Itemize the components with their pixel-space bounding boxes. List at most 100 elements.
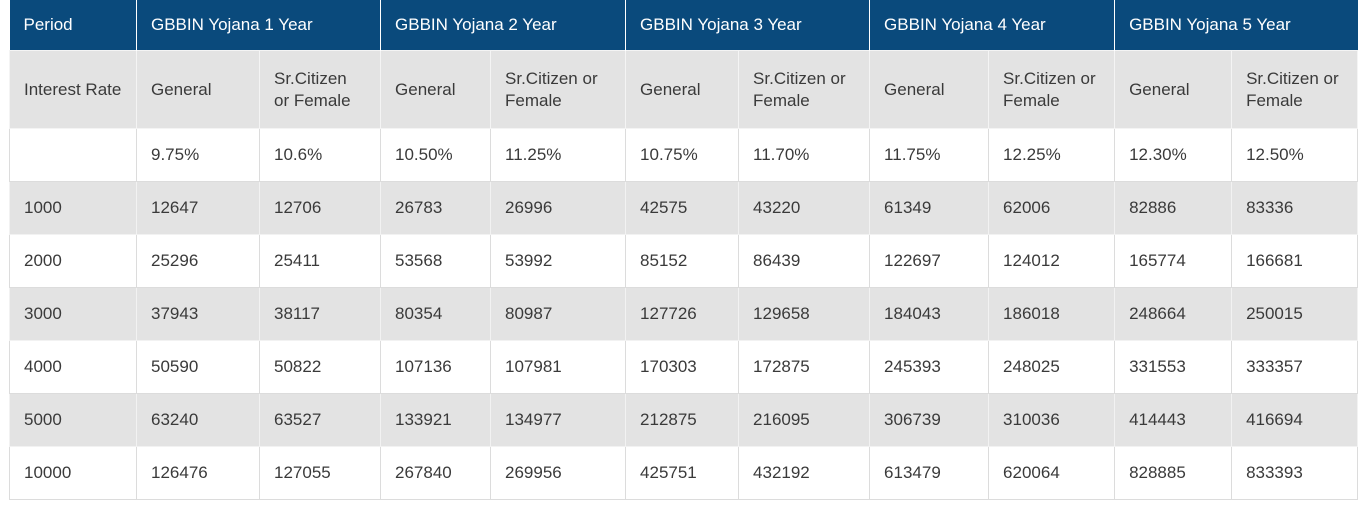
maturity-value-cell: 245393	[869, 340, 990, 394]
period-amount-cell: 10000	[9, 446, 137, 500]
maturity-value-cell: 122697	[869, 234, 990, 288]
maturity-value-cell: 833393	[1231, 446, 1359, 500]
period-amount-cell: 2000	[9, 234, 137, 288]
maturity-value-cell: 414443	[1114, 393, 1233, 447]
maturity-value-cell: 50822	[258, 340, 382, 394]
maturity-value-cell: 26783	[380, 181, 492, 235]
maturity-value-cell: 83336	[1231, 181, 1359, 235]
general-label: General	[1114, 50, 1233, 129]
maturity-value-cell: 331553	[1114, 340, 1233, 394]
maturity-value-cell: 53992	[490, 234, 627, 288]
table-row: 1000 12647 12706 26783 26996 42575 43220 61349 6…	[9, 181, 1359, 235]
maturity-value-cell: 42575	[625, 181, 740, 235]
rate-cell: 11.75%	[869, 128, 990, 182]
table-row: 4000 50590 50822 107136 107981 170303 172875 24…	[9, 340, 1359, 394]
maturity-value-cell: 432192	[738, 446, 871, 500]
maturity-value-cell: 172875	[738, 340, 871, 394]
maturity-value-cell: 250015	[1231, 287, 1359, 341]
maturity-value-cell: 620064	[988, 446, 1116, 500]
yojana-3-year-header: GBBIN Yojana 3 Year	[625, 0, 871, 51]
maturity-value-cell: 37943	[136, 287, 260, 341]
maturity-value-cell: 425751	[625, 446, 740, 500]
maturity-value-cell: 613479	[869, 446, 990, 500]
senior-label: Sr.Citizen or Female	[490, 50, 627, 129]
period-header: Period	[9, 0, 137, 51]
maturity-value-cell: 129658	[738, 287, 871, 341]
maturity-value-cell: 269956	[490, 446, 627, 500]
maturity-value-cell: 828885	[1114, 446, 1233, 500]
maturity-value-cell: 80354	[380, 287, 492, 341]
maturity-value-cell: 107981	[490, 340, 627, 394]
maturity-value-cell: 165774	[1114, 234, 1233, 288]
maturity-value-cell: 25411	[258, 234, 382, 288]
general-label: General	[625, 50, 740, 129]
period-amount-cell: 3000	[9, 287, 137, 341]
yojana-4-year-header: GBBIN Yojana 4 Year	[869, 0, 1116, 51]
rate-cell: 12.30%	[1114, 128, 1233, 182]
maturity-value-cell: 184043	[869, 287, 990, 341]
subheader-row: Interest Rate General Sr.Citizen or Fema…	[9, 50, 1359, 129]
maturity-value-cell: 216095	[738, 393, 871, 447]
rate-cell: 12.25%	[988, 128, 1116, 182]
rate-cell: 10.6%	[258, 128, 382, 182]
rate-cell: 9.75%	[136, 128, 260, 182]
rate-cell: 10.75%	[625, 128, 740, 182]
gbbin-yojana-table: Period GBBIN Yojana 1 Year GBBIN Yojana …	[9, 0, 1359, 500]
maturity-value-cell: 12706	[258, 181, 382, 235]
table-header-row: Period GBBIN Yojana 1 Year GBBIN Yojana …	[9, 0, 1358, 51]
maturity-value-cell: 26996	[490, 181, 627, 235]
maturity-value-cell: 80987	[490, 287, 627, 341]
maturity-value-cell: 25296	[136, 234, 260, 288]
maturity-value-cell: 63527	[258, 393, 382, 447]
maturity-value-cell: 310036	[988, 393, 1116, 447]
maturity-value-cell: 63240	[136, 393, 260, 447]
maturity-value-cell: 82886	[1114, 181, 1233, 235]
maturity-value-cell: 124012	[988, 234, 1116, 288]
senior-label: Sr.Citizen or Female	[988, 50, 1116, 129]
maturity-value-cell: 248664	[1114, 287, 1233, 341]
maturity-value-cell: 38117	[258, 287, 382, 341]
interest-rate-row: 9.75% 10.6% 10.50% 11.25% 10.75% 11.70% 11.75%…	[9, 128, 1359, 182]
maturity-value-cell: 12647	[136, 181, 260, 235]
yojana-2-year-header: GBBIN Yojana 2 Year	[380, 0, 627, 51]
general-label: General	[136, 50, 260, 129]
rate-cell: 10.50%	[380, 128, 492, 182]
maturity-value-cell: 267840	[380, 446, 492, 500]
maturity-value-cell: 61349	[869, 181, 990, 235]
period-amount-cell: 4000	[9, 340, 137, 394]
senior-label: Sr.Citizen or Female	[1231, 50, 1359, 129]
table-row: 3000 37943 38117 80354 80987 127726 129658 1840…	[9, 287, 1359, 341]
maturity-value-cell: 186018	[988, 287, 1116, 341]
maturity-value-cell: 133921	[380, 393, 492, 447]
rate-cell: 11.70%	[738, 128, 871, 182]
maturity-value-cell: 107136	[380, 340, 492, 394]
maturity-value-cell: 85152	[625, 234, 740, 288]
rate-cell	[9, 128, 137, 182]
maturity-value-cell: 126476	[136, 446, 260, 500]
maturity-value-cell: 62006	[988, 181, 1116, 235]
period-amount-cell: 5000	[9, 393, 137, 447]
table-row: 5000 63240 63527 133921 134977 212875 216095 30…	[9, 393, 1359, 447]
maturity-value-cell: 127055	[258, 446, 382, 500]
yojana-5-year-header: GBBIN Yojana 5 Year	[1114, 0, 1358, 51]
rate-table-container: Period GBBIN Yojana 1 Year GBBIN Yojana …	[9, 0, 1359, 500]
yojana-1-year-header: GBBIN Yojana 1 Year	[135, 0, 382, 51]
table-row: 2000 25296 25411 53568 53992 85152 86439 122697…	[9, 234, 1359, 288]
rate-cell: 12.50%	[1231, 128, 1359, 182]
maturity-value-cell: 212875	[625, 393, 740, 447]
maturity-value-cell: 333357	[1231, 340, 1359, 394]
general-label: General	[380, 50, 492, 129]
interest-rate-label: Interest Rate	[9, 50, 137, 129]
table-row: 10000 126476 127055 267840 269956 425751 43219…	[9, 446, 1359, 500]
maturity-value-cell: 248025	[988, 340, 1116, 394]
maturity-value-cell: 134977	[490, 393, 627, 447]
maturity-value-cell: 86439	[738, 234, 871, 288]
rate-cell: 11.25%	[490, 128, 627, 182]
maturity-value-cell: 53568	[380, 234, 492, 288]
maturity-value-cell: 43220	[738, 181, 871, 235]
maturity-value-cell: 170303	[625, 340, 740, 394]
senior-label: Sr.Citizen or Female	[258, 50, 382, 129]
maturity-value-cell: 166681	[1231, 234, 1359, 288]
maturity-value-cell: 306739	[869, 393, 990, 447]
period-amount-cell: 1000	[9, 181, 137, 235]
